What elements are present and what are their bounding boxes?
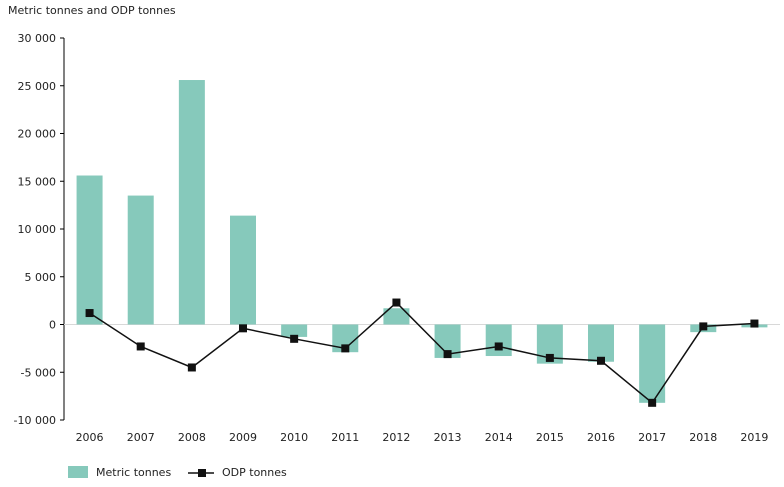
- bar-2006: [76, 175, 103, 325]
- bar-2008: [178, 80, 205, 325]
- bar-2007: [127, 195, 154, 325]
- x-tick-label-2018: 2018: [689, 431, 717, 444]
- y-tick-label: -5 000: [21, 366, 56, 379]
- odp-marker-2008: [187, 363, 196, 372]
- y-tick-label: 15 000: [18, 175, 57, 188]
- y-tick-label: 25 000: [18, 80, 57, 93]
- x-tick-label-2017: 2017: [638, 431, 666, 444]
- y-tick-label: 5 000: [25, 271, 57, 284]
- y-tick-label: 0: [49, 319, 56, 332]
- bar-2017: [639, 324, 666, 403]
- y-axis-title: Metric tonnes and ODP tonnes: [8, 4, 176, 17]
- bar-series: [64, 80, 780, 403]
- x-tick-label-2010: 2010: [280, 431, 308, 444]
- odp-marker-2012: [392, 298, 401, 307]
- y-tick-label: 10 000: [18, 223, 57, 236]
- bar-2014: [485, 324, 512, 357]
- x-tick-label-2006: 2006: [76, 431, 104, 444]
- odp-marker-2010: [290, 334, 299, 343]
- y-tick-label: 30 000: [18, 32, 57, 45]
- odp-marker-2015: [545, 353, 554, 362]
- y-tick-label: -10 000: [14, 414, 56, 427]
- legend-label-odp-tonnes: ODP tonnes: [222, 466, 287, 479]
- x-tick-label-2009: 2009: [229, 431, 257, 444]
- x-tick-label-2012: 2012: [382, 431, 410, 444]
- bar-2010: [281, 324, 308, 337]
- odp-marker-2011: [341, 344, 350, 353]
- odp-marker-2013: [443, 350, 452, 359]
- x-tick-label-2007: 2007: [127, 431, 155, 444]
- legend-swatch-metric-tonnes: [68, 466, 88, 478]
- odp-marker-2014: [494, 342, 503, 351]
- y-axis-ticks: 30 000 25 000 20 000 15 000 10 000 5 000 0 -5 0…: [14, 32, 64, 427]
- odp-marker-2006: [85, 309, 94, 318]
- odp-marker-2018: [699, 322, 708, 331]
- odp-marker-2017: [648, 398, 657, 407]
- odp-marker-2007: [136, 342, 145, 351]
- bar-2012: [383, 308, 410, 325]
- x-tick-label-2014: 2014: [485, 431, 513, 444]
- odp-marker-2009: [239, 324, 247, 333]
- bar-2016: [588, 324, 614, 362]
- bar-2009: [230, 215, 256, 325]
- x-tick-label-2011: 2011: [331, 431, 359, 444]
- odp-line: [89, 301, 755, 404]
- x-tick-label-2016: 2016: [587, 431, 615, 444]
- x-axis-labels: 2006 2007 2008 2009 2010 2011 2012 2013 2014 2015…: [76, 431, 769, 444]
- legend-marker-odp: [198, 469, 206, 477]
- legend: Metric tonnes ODP tonnes: [68, 466, 287, 479]
- odp-marker-2019: [750, 319, 759, 328]
- legend-label-metric-tonnes: Metric tonnes: [96, 466, 171, 479]
- x-tick-label-2015: 2015: [536, 431, 564, 444]
- odp-markers: [85, 298, 759, 407]
- x-tick-label-2008: 2008: [178, 431, 206, 444]
- x-tick-label-2019: 2019: [740, 431, 768, 444]
- x-tick-label-2013: 2013: [434, 431, 462, 444]
- odp-marker-2016: [597, 356, 605, 365]
- y-tick-label: 20 000: [18, 128, 57, 141]
